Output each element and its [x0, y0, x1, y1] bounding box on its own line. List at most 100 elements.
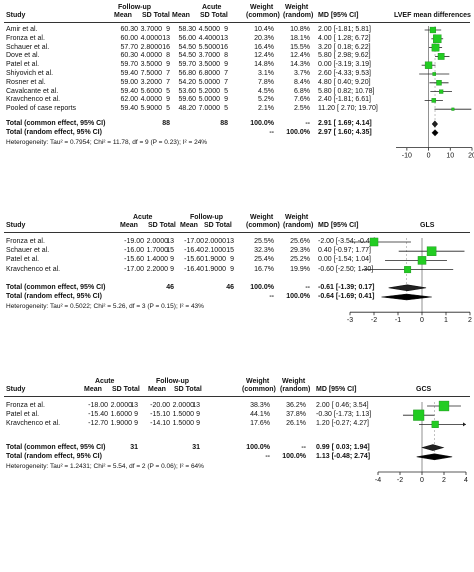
- weight-random-cell: 26.1%: [286, 420, 306, 428]
- study-name: Rosner et al.: [6, 78, 46, 86]
- x-tick-label: -3: [347, 317, 353, 324]
- col-study: Study: [6, 386, 26, 393]
- total-cell: 7: [166, 70, 170, 77]
- plot-title: LVEF mean differences: [394, 12, 471, 19]
- weight-common-cell: 12.4%: [254, 52, 274, 60]
- study-name: Fronza et al.: [6, 402, 45, 409]
- md-ci-cell: 2.60 [-4.33; 9.53]: [318, 70, 371, 77]
- mean-cell: 48.20: [178, 105, 196, 113]
- total-cell: 9: [224, 61, 228, 69]
- summary-md-ci: -0.61 [-1.39; 0.17]: [318, 283, 375, 291]
- acute-mean-cell: -16.00: [124, 247, 144, 255]
- study-name: Schauer et al.: [6, 43, 50, 51]
- effect-box: [438, 400, 450, 412]
- col-sd-total-1: SD Total: [142, 12, 170, 19]
- sd-cell: 2.8000: [140, 43, 162, 51]
- col-mean-1: Mean: [120, 222, 138, 229]
- total-cell: 16: [220, 43, 228, 51]
- effect-box: [424, 61, 433, 69]
- col-md: MD [95% CI]: [318, 12, 359, 19]
- heterogeneity-text: Heterogeneity: Tau² = 0.7954; Chi² = 11.…: [6, 138, 208, 146]
- acute-mean-cell: 59.40: [120, 105, 138, 113]
- study-name: Kravchenco et al.: [6, 265, 61, 273]
- acute-mean-cell: -17.00: [124, 265, 144, 273]
- acute-mean-cell: 59.00: [120, 78, 138, 86]
- acute-mean-cell: 59.40: [120, 87, 138, 95]
- total-cell: 13: [226, 238, 234, 245]
- summary-weight-common: 100.0%: [250, 283, 274, 291]
- weight-random-cell: 25.2%: [290, 256, 310, 264]
- col-common: (common): [242, 386, 276, 393]
- summary-weight-random: --: [305, 283, 310, 291]
- sd-cell: 3.5000: [198, 61, 220, 69]
- weight-random-cell: 36.2%: [286, 402, 306, 409]
- x-tick-label: 0: [420, 317, 424, 324]
- sd-cell: 4.0000: [140, 96, 162, 104]
- heterogeneity-text: Heterogeneity: Tau² = 1.2431; Chi² = 5.5…: [6, 463, 204, 470]
- md-ci-cell: 3.20 [ 0.18; 6.22]: [318, 43, 371, 51]
- sd-cell: 1.7000: [146, 247, 168, 255]
- effect-box: [437, 53, 445, 60]
- mean-cell: -17.00: [184, 238, 204, 245]
- col-weight-2: Weight: [285, 4, 309, 11]
- total-cell: 13: [162, 34, 170, 42]
- summary-label: Total (random effect, 95% CI): [6, 293, 102, 300]
- col-mean-2: Mean: [180, 222, 198, 229]
- x-tick-label: 1: [444, 317, 448, 324]
- weight-common-cell: 25.5%: [254, 238, 274, 245]
- study-name: Patel et al.: [6, 61, 40, 69]
- sd-cell: 5.2000: [198, 87, 220, 95]
- col-study: Study: [6, 222, 26, 229]
- weight-common-cell: 14.8%: [254, 61, 274, 69]
- sd-cell: 1.9000: [204, 256, 226, 264]
- x-tick-label: 0: [420, 477, 424, 484]
- summary-weight-common: --: [269, 293, 274, 300]
- weight-random-cell: 3.7%: [294, 70, 310, 77]
- total-cell: 9: [166, 26, 170, 33]
- mean-cell: 59.60: [178, 96, 196, 104]
- md-ci-cell: 2.00 [ 0.46; 3.54]: [316, 402, 369, 409]
- summary-total: 88: [220, 120, 228, 127]
- acute-mean-cell: 59.70: [120, 61, 138, 69]
- summary-weight-random: 100.0%: [286, 128, 310, 136]
- sd-cell: 1.9000: [204, 265, 226, 273]
- total-cell: 9: [170, 256, 174, 264]
- col-weight: Weight: [250, 214, 274, 221]
- md-ci-cell: 4.00 [ 1.28; 6.72]: [318, 34, 371, 42]
- summary-weight-random: 100.0%: [286, 293, 310, 300]
- group-header-2: Follow-up: [190, 214, 224, 221]
- col-random: (random): [283, 12, 314, 19]
- summary-md-ci: 2.91 [ 1.69; 4.14]: [318, 120, 372, 127]
- sd-cell: 2.1000: [204, 247, 226, 255]
- plot-title: GLS: [420, 222, 435, 229]
- weight-random-cell: 6.8%: [294, 87, 310, 95]
- col-weight-2: Weight: [285, 214, 309, 221]
- summary-md-ci: 0.99 [ 0.03; 1.94]: [316, 443, 370, 451]
- effect-box: [417, 256, 427, 265]
- col-weight: Weight: [246, 378, 270, 385]
- col-md: MD [95% CI]: [318, 222, 359, 229]
- weight-random-cell: 15.5%: [290, 43, 310, 51]
- total-cell: 9: [230, 265, 234, 273]
- col-mean-1: Mean: [84, 386, 102, 393]
- mean-cell: -15.60: [184, 256, 204, 264]
- sd-cell: 3.2000: [140, 78, 162, 86]
- total-cell: 15: [226, 247, 234, 255]
- total-cell: 13: [166, 238, 174, 245]
- effect-box: [433, 34, 442, 44]
- x-tick-label: -10: [402, 153, 412, 160]
- weight-random-cell: 29.3%: [290, 247, 310, 255]
- study-name: Dove et al.: [6, 52, 40, 60]
- mean-cell: 56.80: [178, 70, 196, 77]
- summary-label: Total (common effect, 95% CI): [6, 283, 106, 291]
- total-cell: 9: [134, 411, 138, 419]
- sd-cell: 4.4000: [198, 34, 220, 42]
- x-tick-label: 0: [427, 153, 431, 160]
- weight-random-cell: 12.4%: [290, 52, 310, 60]
- total-cell: 15: [166, 247, 174, 255]
- total-cell: 7: [224, 78, 228, 86]
- study-name: Patel et al.: [6, 256, 40, 264]
- x-tick-label: 2: [468, 317, 472, 324]
- summary-weight-common: --: [269, 128, 274, 136]
- weight-common-cell: 25.4%: [254, 256, 274, 264]
